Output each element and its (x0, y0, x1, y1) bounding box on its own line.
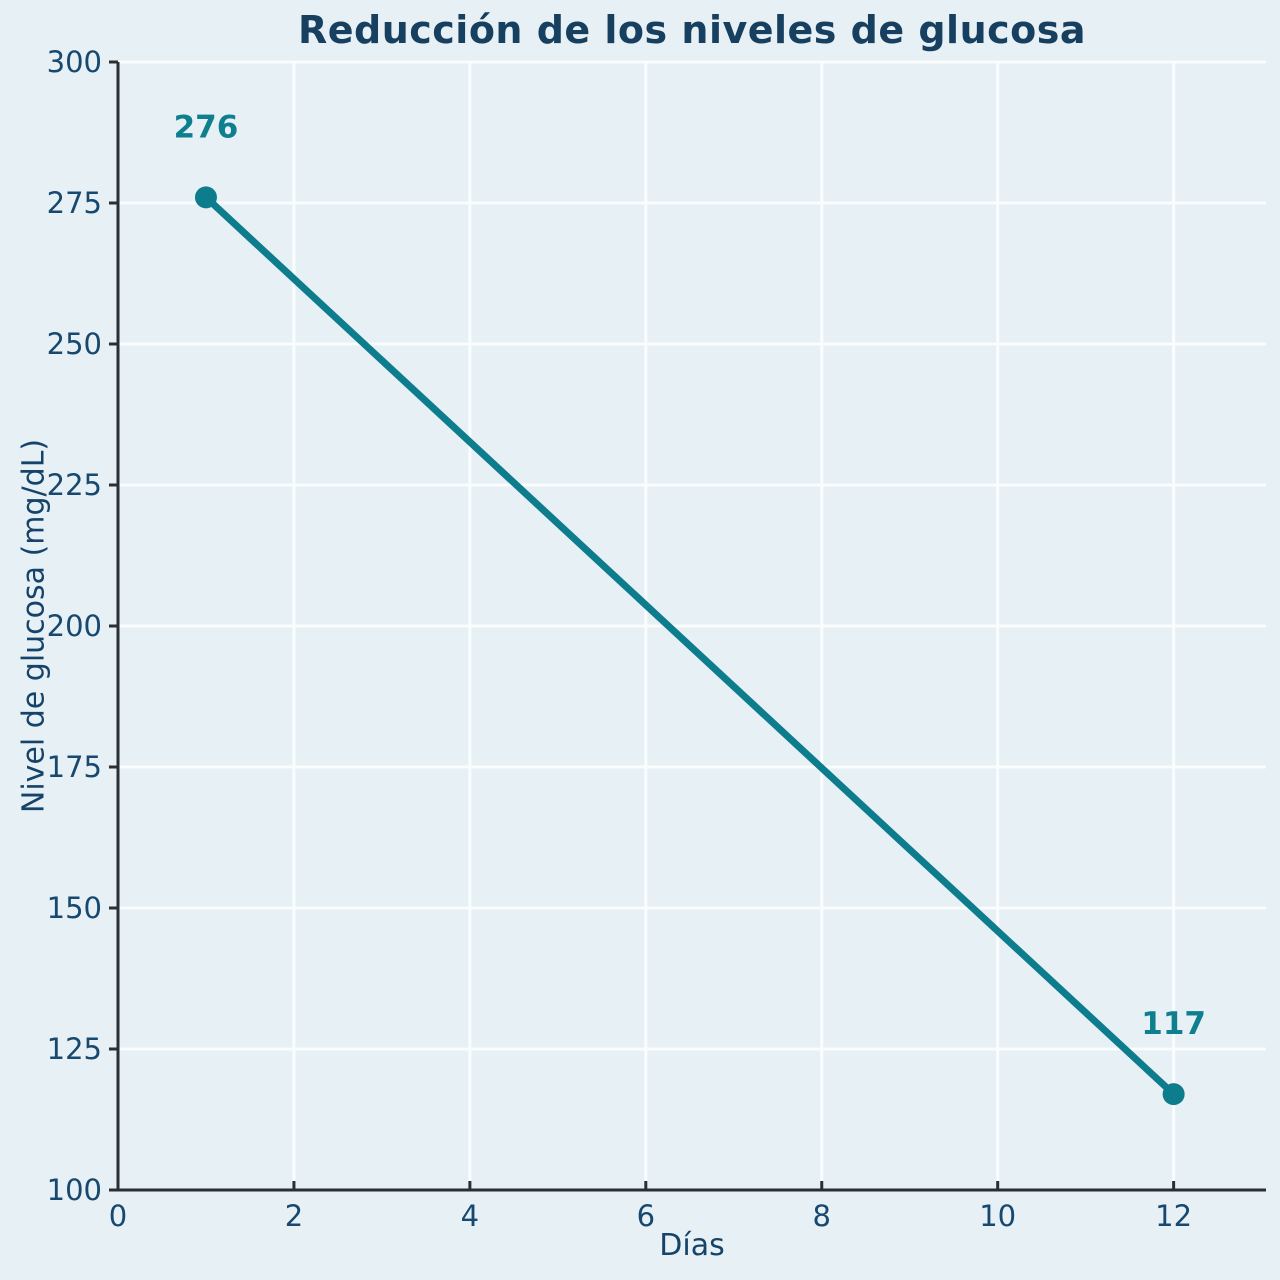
x-tick-label: 8 (813, 1199, 831, 1233)
y-tick-label: 250 (47, 327, 102, 361)
x-tick-label: 10 (979, 1199, 1016, 1233)
data-point-marker (194, 186, 217, 209)
y-tick-label: 225 (47, 468, 102, 502)
y-tick-label: 125 (47, 1032, 102, 1066)
data-point-label: 276 (174, 109, 239, 145)
y-tick-label: 275 (47, 186, 102, 220)
x-axis-label: Días (659, 1228, 725, 1263)
y-tick-label: 100 (47, 1173, 102, 1207)
y-tick-label: 150 (47, 891, 102, 925)
data-point-label: 117 (1141, 1006, 1206, 1042)
x-tick-label: 0 (109, 1199, 127, 1233)
x-tick-label: 6 (637, 1199, 655, 1233)
x-tick-label: 2 (285, 1199, 303, 1233)
y-tick-label: 175 (47, 750, 102, 784)
y-tick-label: 200 (47, 609, 102, 643)
y-tick-label: 300 (47, 45, 102, 79)
chart-title: Reducción de los niveles de glucosa (297, 8, 1087, 52)
data-point-marker (1162, 1083, 1185, 1106)
x-tick-label: 12 (1155, 1199, 1192, 1233)
data-line (202, 193, 1178, 1098)
x-tick-label: 4 (461, 1199, 479, 1233)
